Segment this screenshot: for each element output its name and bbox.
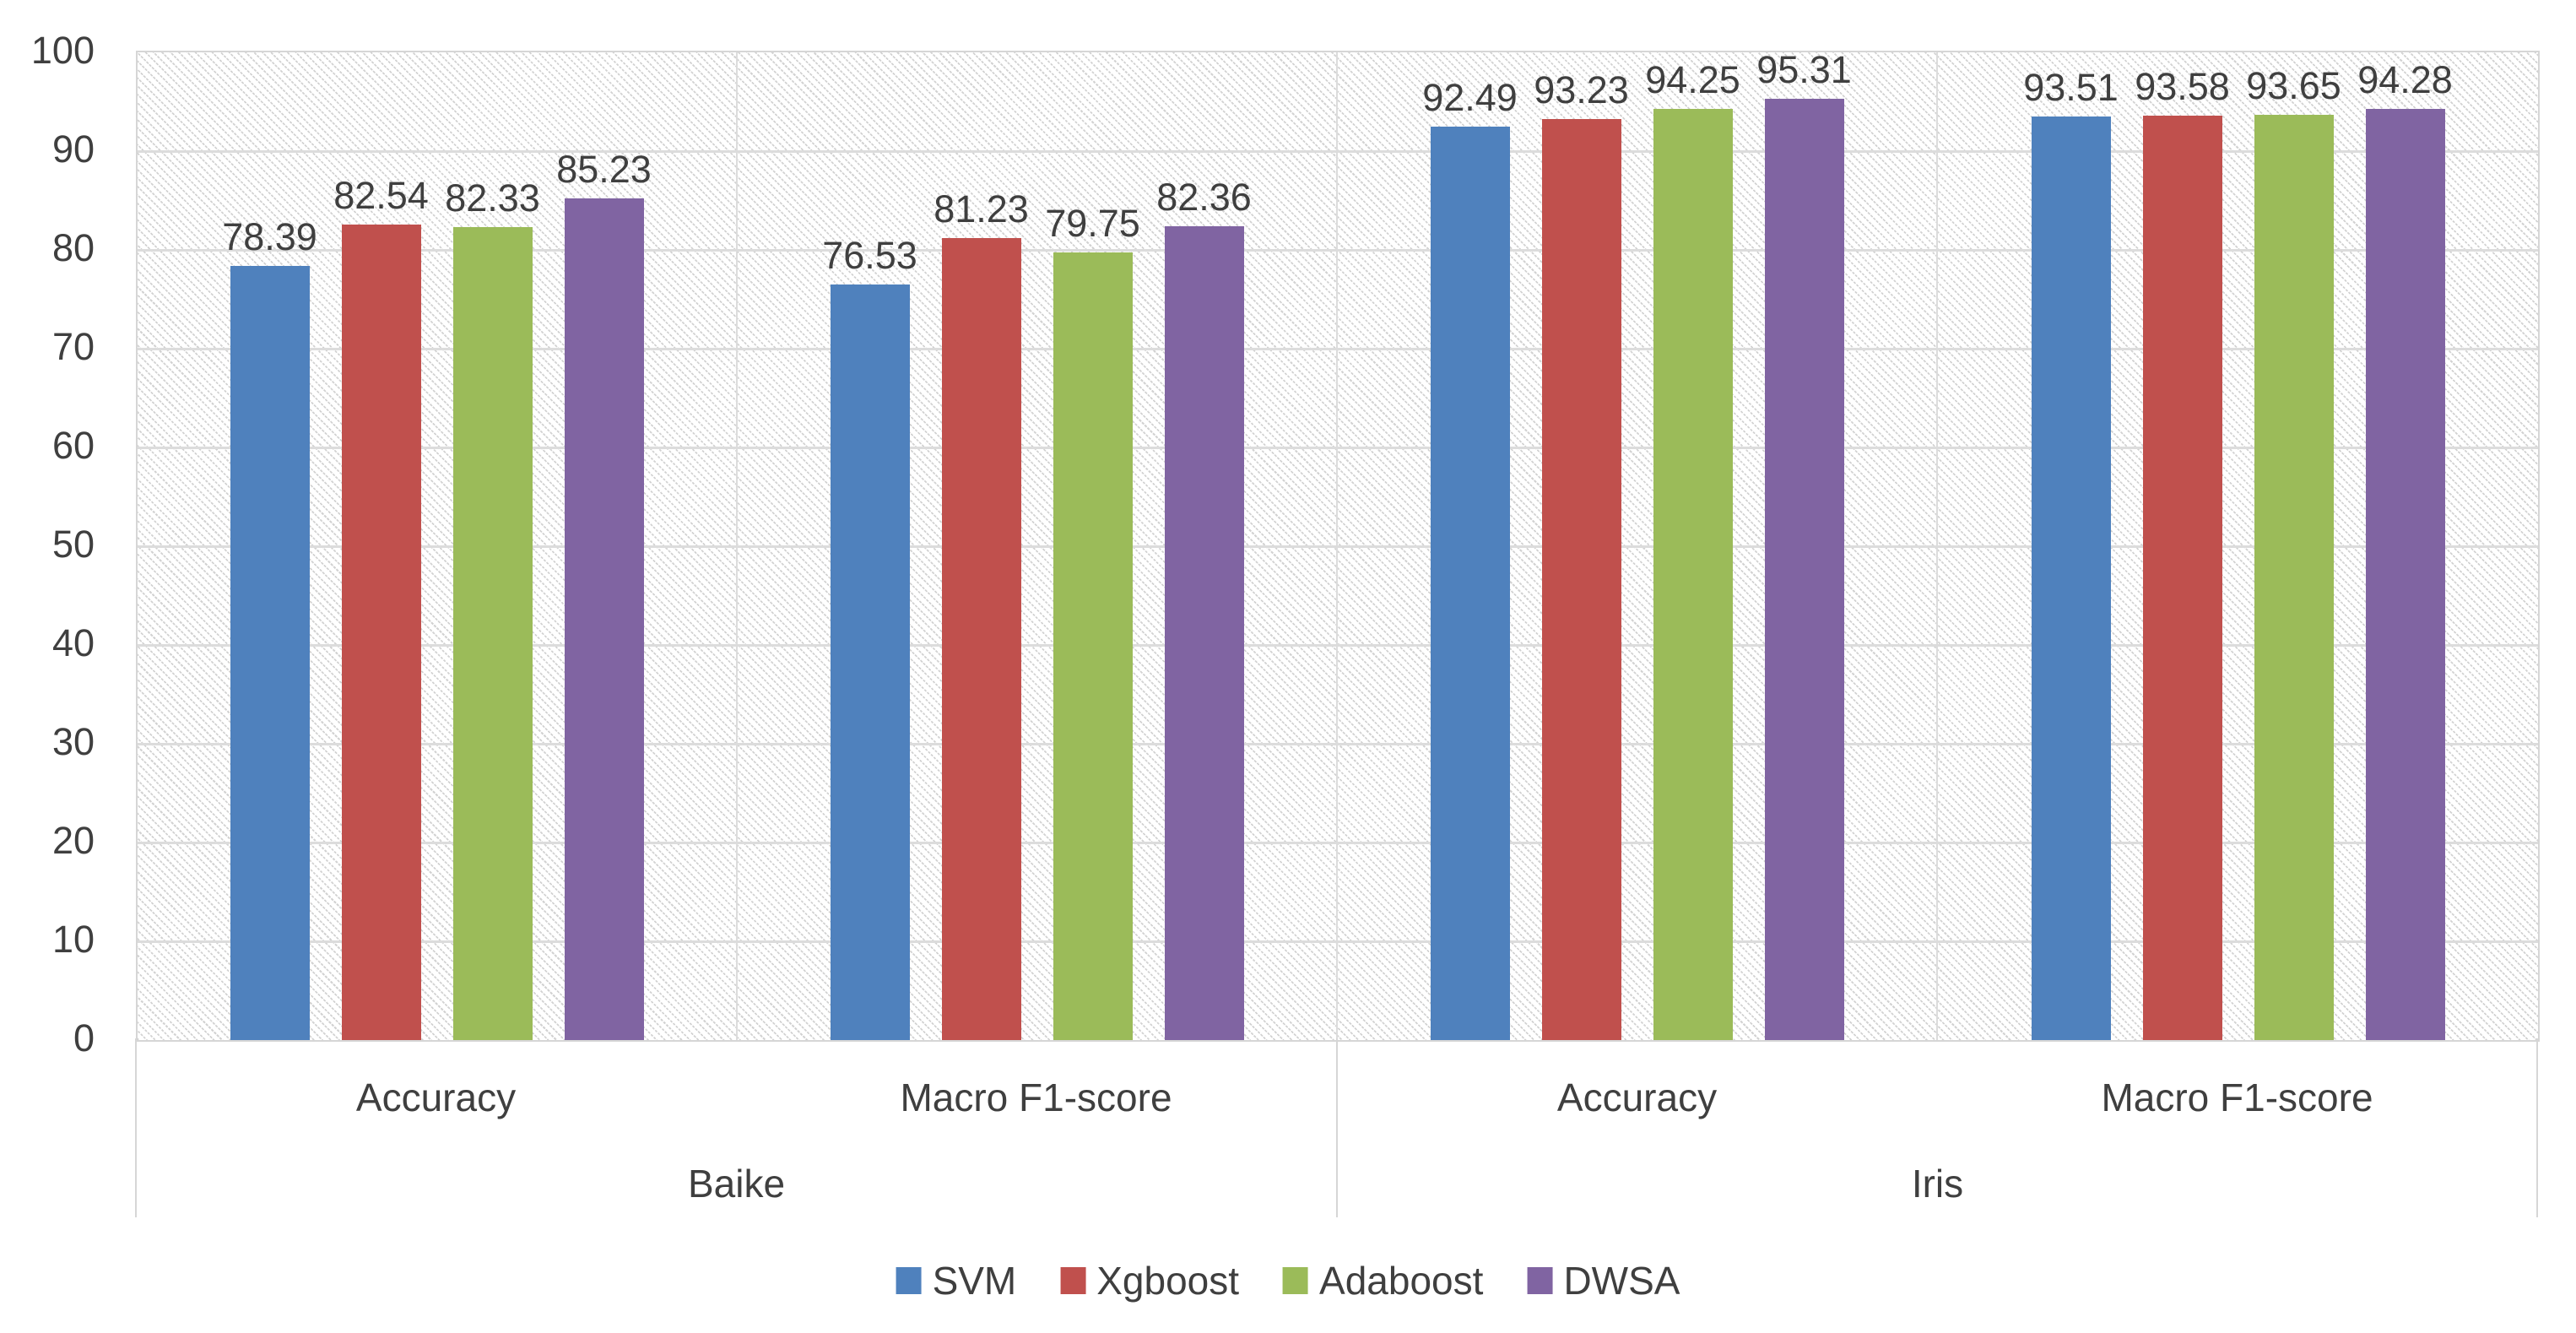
bar-dwsa-0: 85.23 (556, 150, 652, 1040)
gridline-90 (138, 149, 2538, 153)
bar-value-label: 93.23 (1534, 68, 1629, 112)
dataset-label-iris: Iris (1911, 1162, 1964, 1206)
bar-value-label: 95.31 (1756, 47, 1852, 91)
legend-label-adaboost: Adaboost (1319, 1259, 1484, 1303)
y-tick-label-20: 20 (51, 819, 95, 862)
legend-item-adaboost: Adaboost (1283, 1255, 1483, 1306)
bar-value-label: 85.23 (556, 147, 652, 191)
bar-dwsa-1: 82.36 (1156, 178, 1252, 1040)
y-tick-label-50: 50 (51, 523, 95, 566)
bar-svm-1: 76.53 (822, 236, 917, 1040)
legend-swatch-svm (896, 1267, 922, 1294)
legend: SVM Xgboost Adaboost DWSA (896, 1255, 1680, 1306)
bar-value-label: 82.33 (445, 176, 540, 219)
category-separator (135, 1038, 137, 1217)
bar-adaboost-1: 79.75 (1045, 204, 1140, 1040)
category-label-accuracy-baike: Accuracy (355, 1076, 517, 1119)
y-tick-label-90: 90 (51, 127, 95, 171)
legend-item-dwsa: DWSA (1527, 1255, 1680, 1306)
bar-group-iris-3: 93.51 93.58 93.65 94.28 (1938, 52, 2538, 1040)
bar-value-label: 82.54 (333, 174, 429, 218)
y-tick-label-100: 100 (30, 29, 95, 72)
legend-label-svm: SVM (932, 1259, 1017, 1303)
legend-item-xgboost: Xgboost (1060, 1255, 1239, 1306)
bar-svm-0: 78.39 (222, 218, 317, 1040)
bar-value-label: 82.36 (1156, 176, 1252, 219)
bar-xgboost-2: 93.23 (1534, 71, 1629, 1040)
gridline-10 (138, 940, 2538, 943)
bar-value-label: 92.49 (1422, 75, 1518, 119)
bar-value-label: 93.58 (2135, 65, 2230, 109)
bar-value-label: 93.51 (2023, 65, 2119, 109)
y-tick-label-60: 60 (51, 424, 95, 467)
category-separator (1336, 1038, 1338, 1217)
gridline-70 (138, 347, 2538, 350)
gridline-60 (138, 446, 2538, 449)
bar-value-label: 94.28 (2357, 57, 2453, 101)
bar-xgboost-0: 82.54 (333, 176, 429, 1040)
y-tick-label-30: 30 (51, 720, 95, 763)
bar-value-label: 76.53 (822, 233, 917, 277)
bar-group-iris-2: 92.49 93.23 94.25 95.31 (1338, 51, 1938, 1040)
y-tick-label-80: 80 (51, 226, 95, 269)
bar-adaboost-3: 93.65 (2246, 67, 2341, 1040)
plot-area: 78.39 82.54 82.33 85.23 76.53 81.23 79.75 82.36… (136, 51, 2540, 1042)
gridline-20 (138, 841, 2538, 844)
category-label-accuracy-iris: Accuracy (1556, 1076, 1718, 1119)
gridline-30 (138, 742, 2538, 745)
bar-adaboost-2: 94.25 (1645, 61, 1740, 1040)
bar-group-baike-0: 78.39 82.54 82.33 85.23 (138, 52, 738, 1040)
category-separator (2536, 1038, 2538, 1217)
category-label-macrof1-iris: Macro F1-score (2101, 1076, 2373, 1119)
gridline-80 (138, 248, 2538, 252)
legend-label-dwsa: DWSA (1563, 1259, 1680, 1303)
bar-group-baike-1: 76.53 81.23 79.75 82.36 (738, 52, 1338, 1040)
legend-item-svm: SVM (896, 1255, 1017, 1306)
bar-xgboost-3: 93.58 (2135, 68, 2230, 1040)
bar-svm-3: 93.51 (2023, 68, 2119, 1040)
bar-value-label: 81.23 (934, 187, 1029, 230)
bar-svm-2: 92.49 (1422, 79, 1518, 1040)
bar-xgboost-1: 81.23 (934, 190, 1029, 1040)
bar-dwsa-2: 95.31 (1756, 51, 1852, 1040)
dataset-label-baike: Baike (687, 1162, 786, 1206)
legend-label-xgboost: Xgboost (1096, 1259, 1240, 1303)
bar-value-label: 79.75 (1045, 201, 1140, 245)
y-tick-label-70: 70 (51, 325, 95, 368)
bar-dwsa-3: 94.28 (2357, 61, 2453, 1040)
bar-value-label: 94.25 (1645, 58, 1740, 102)
gridline-40 (138, 643, 2538, 647)
y-tick-label-40: 40 (51, 621, 95, 664)
bar-adaboost-0: 82.33 (445, 179, 540, 1040)
gridline-50 (138, 545, 2538, 548)
legend-swatch-adaboost (1283, 1267, 1309, 1294)
y-tick-label-10: 10 (51, 918, 95, 961)
category-label-macrof1-baike: Macro F1-score (900, 1076, 1172, 1119)
bar-value-label: 93.65 (2246, 64, 2341, 108)
legend-swatch-dwsa (1527, 1267, 1553, 1294)
legend-swatch-xgboost (1060, 1267, 1086, 1294)
y-tick-label-0: 0 (73, 1016, 95, 1059)
bar-value-label: 78.39 (222, 214, 317, 258)
